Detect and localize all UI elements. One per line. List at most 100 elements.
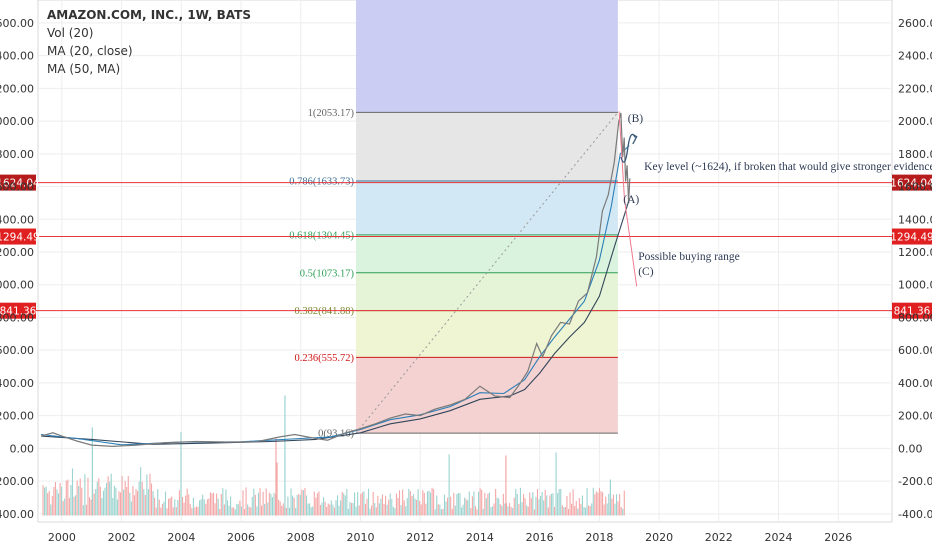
volume-bar: [340, 500, 342, 516]
x-tick-2004: 2004: [167, 531, 195, 544]
volume-bar: [448, 454, 450, 516]
volume-bar: [361, 492, 363, 516]
volume-bar: [366, 498, 368, 516]
volume-bar: [371, 505, 373, 516]
axes: 2000 2002 2004 2006 2008 2010 2012 2014 2016 2018…: [0, 17, 932, 544]
volume-bar: [436, 495, 438, 516]
y-tick-right-2200: 2200.00: [898, 82, 932, 95]
horizontal-lines[interactable]: 1624.04 1624.04 1294.49 1294.49 841.36 841.36: [0, 174, 932, 319]
volume-bar: [515, 488, 517, 516]
y-tick-left-400: 400.00: [0, 377, 34, 390]
volume-bar: [222, 488, 224, 516]
annotation-1: Possible buying range: [638, 251, 740, 263]
volume-bar: [119, 492, 122, 516]
volume-bar: [478, 491, 480, 516]
x-tick-2000: 2000: [48, 531, 76, 544]
volume-bar: [301, 489, 303, 516]
volume-bar: [312, 506, 314, 516]
volume-bar: [158, 499, 160, 516]
annotation-4: (C): [638, 266, 654, 278]
hline-tag-text: 1294.49: [890, 232, 932, 244]
volume-bar: [309, 503, 311, 516]
volume-bar: [580, 504, 582, 516]
volume-bar: [230, 496, 232, 516]
volume-bar: [61, 486, 63, 516]
volume-bar: [163, 501, 165, 516]
fib-retracement[interactable]: 1(2053.17) 0.786(1633.73) 0.618(1304.45) 0.…: [289, 0, 619, 440]
volume-bar: [369, 508, 371, 516]
volume-bar: [70, 485, 72, 516]
volume-bar: [257, 492, 260, 516]
volume-bar: [403, 500, 405, 516]
volume-bar: [42, 485, 44, 516]
volume-bar: [501, 505, 503, 516]
volume-bar: [185, 495, 187, 516]
volume-bar: [355, 506, 357, 516]
volume-bar: [48, 490, 50, 516]
volume-bar: [563, 507, 565, 516]
volume-bar: [498, 498, 500, 516]
volume-bar: [558, 489, 560, 516]
volume-bar: [79, 478, 81, 516]
volume-bar: [106, 482, 108, 516]
volume-bar: [140, 467, 142, 516]
volume-bar: [555, 452, 557, 516]
y-tick-right-1600: 1600.00: [898, 181, 932, 194]
volume-bar: [488, 492, 490, 516]
volume-bar: [543, 500, 545, 516]
volume-bar: [264, 503, 266, 516]
volume-bar: [313, 491, 315, 516]
volume-bar: [68, 497, 70, 516]
volume-bar: [112, 497, 114, 516]
arrow-head: [631, 133, 638, 145]
volume-bar: [357, 491, 359, 516]
y-tick-left-1000: 1000.00: [0, 279, 34, 292]
volume-bar: [388, 499, 390, 516]
volume-bar: [250, 507, 252, 516]
volume-bar: [166, 508, 168, 516]
volume-bar: [304, 487, 306, 516]
volume-bar: [296, 495, 298, 516]
volume-bar: [160, 507, 162, 516]
volume-bar: [321, 502, 323, 516]
y-tick-left-2200: 2200.00: [0, 82, 34, 95]
volume-bar: [110, 473, 112, 516]
volume-bar: [107, 476, 109, 516]
volume-bar: [175, 507, 177, 516]
ma50-line: [40, 199, 630, 445]
volume-bar: [228, 505, 230, 516]
volume-bar: [90, 499, 92, 516]
volume-bar: [412, 494, 415, 516]
x-tick-2014: 2014: [466, 531, 494, 544]
volume-bar: [195, 506, 198, 516]
annotation-0: Key level (~1624), if broken that would …: [644, 161, 932, 173]
volume-bar: [391, 498, 393, 516]
volume-bar: [189, 504, 191, 516]
price-series: [40, 112, 631, 448]
volume-bar: [318, 491, 320, 516]
volume-bar: [276, 462, 278, 516]
volume-bar: [305, 495, 308, 516]
volume-bar: [129, 492, 131, 516]
volume-bar: [594, 494, 596, 516]
volume-bar: [251, 497, 253, 516]
volume-bar: [75, 495, 77, 516]
volume-bar: [200, 499, 202, 516]
volume-bar: [386, 504, 388, 516]
volume-bar: [310, 507, 312, 516]
fib-label-0.618: 0.618(1304.45): [289, 230, 354, 241]
y-tick-left-200: 200.00: [0, 410, 34, 423]
volume-bar: [507, 506, 509, 516]
volume-bar: [584, 507, 587, 516]
y-tick-right-600: 600.00: [898, 344, 932, 357]
volume-bar: [239, 500, 241, 516]
volume-bar: [524, 498, 526, 516]
volume-bar: [411, 496, 413, 516]
y-tick-left-2600: 2600.00: [0, 17, 34, 30]
volume-bar: [270, 493, 272, 516]
volume-bar: [414, 498, 416, 516]
volume-bar: [127, 476, 129, 516]
volume-bar: [529, 492, 531, 516]
fib-label-0.382: 0.382(841.88): [295, 306, 355, 317]
